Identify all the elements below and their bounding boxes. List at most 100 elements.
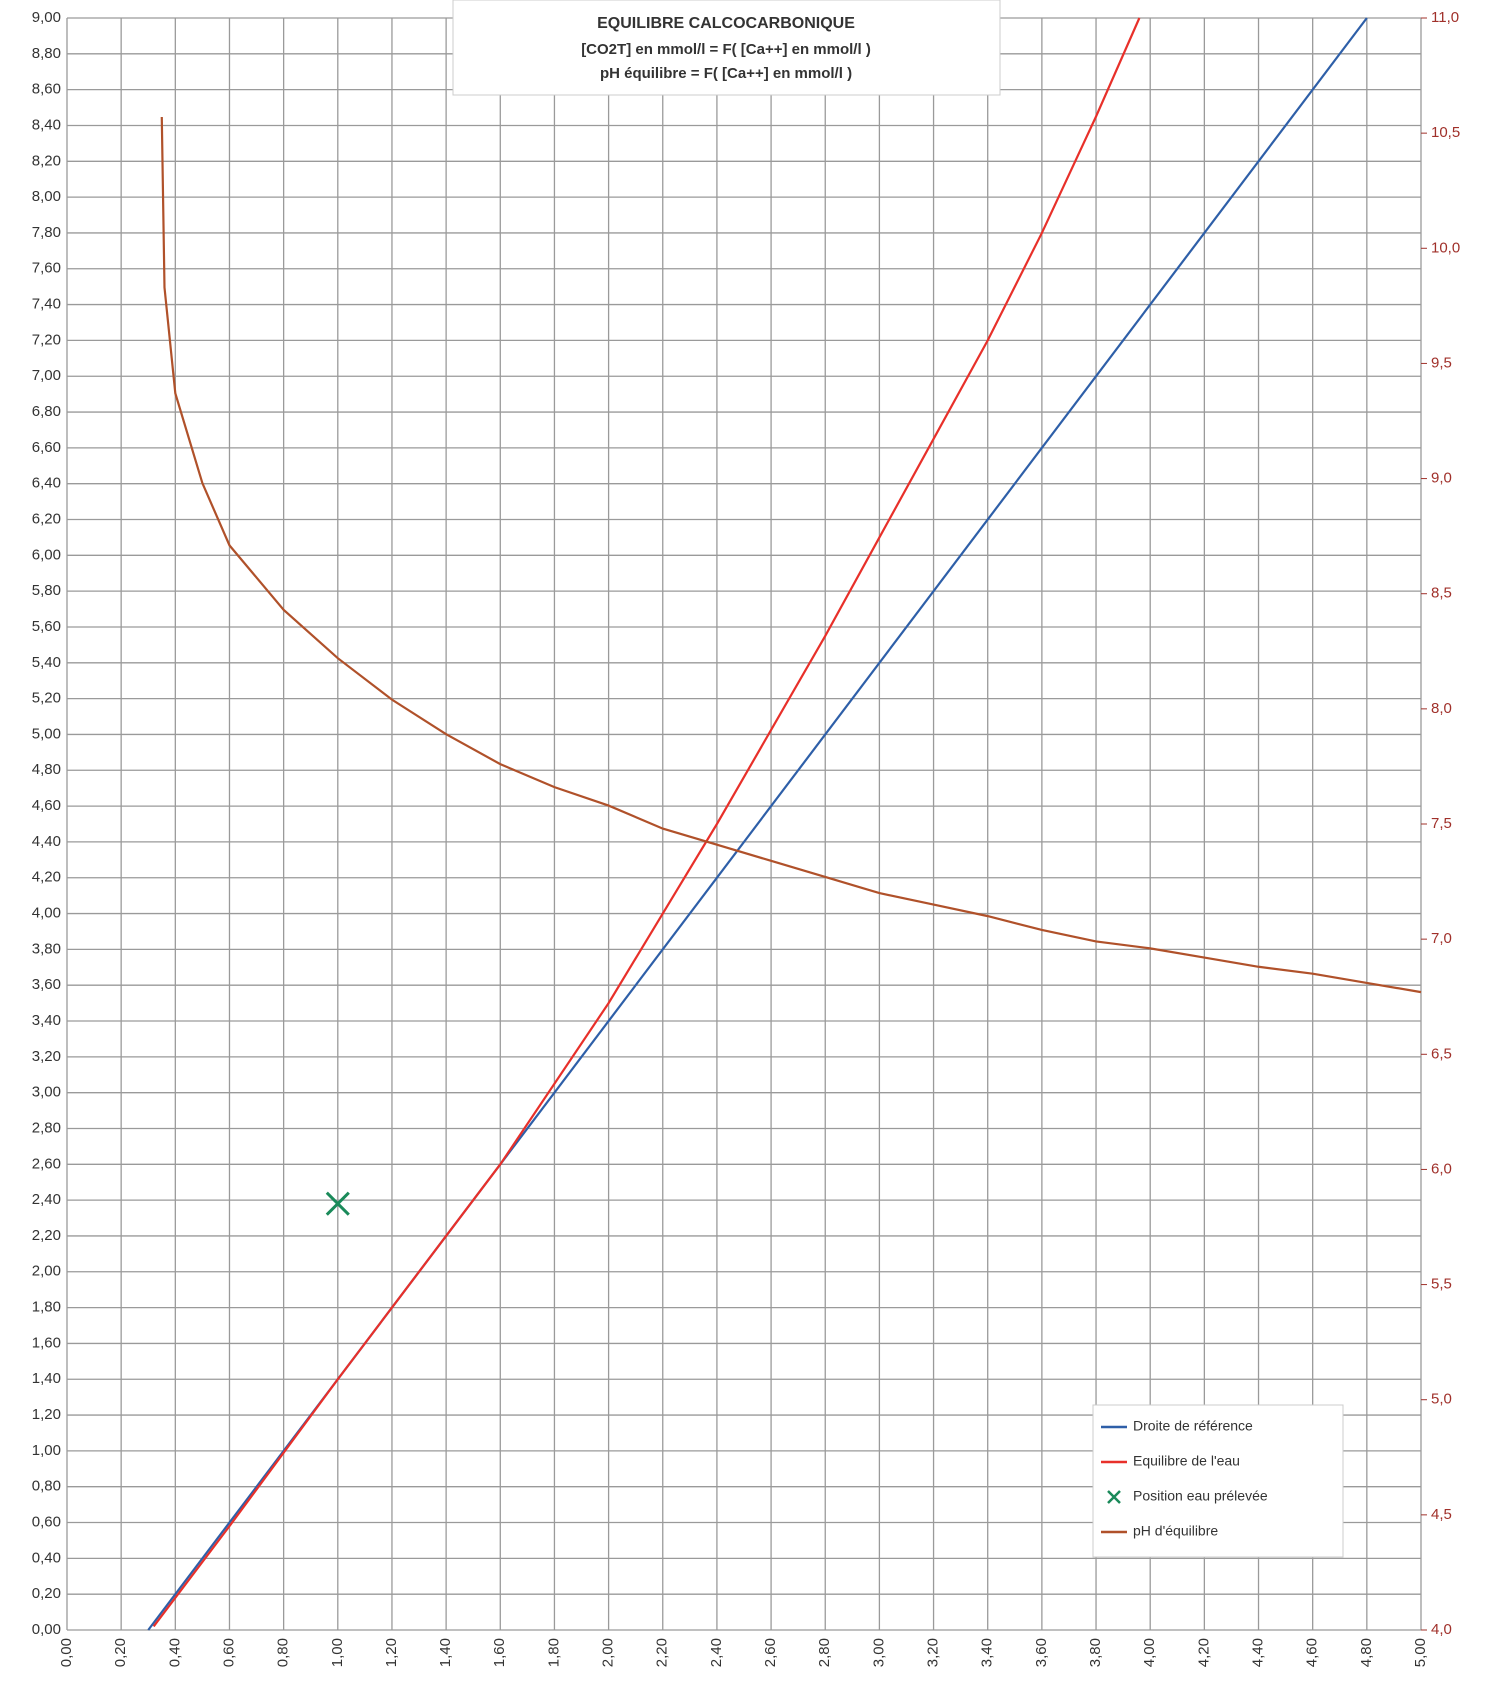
- chart-subtitle: [CO2T] en mmol/l = F( [Ca++] en mmol/l ): [581, 41, 871, 58]
- x-tick-label: 3,80: [1087, 1638, 1104, 1667]
- x-tick-label: 0,20: [112, 1638, 129, 1667]
- y2-tick-label: 4,0: [1431, 1621, 1452, 1638]
- x-tick-label: 0,80: [275, 1638, 292, 1667]
- y-tick-label: 7,20: [32, 331, 61, 348]
- legend-marker: [1107, 1490, 1121, 1504]
- y2-tick-label: 10,5: [1431, 124, 1460, 141]
- y2-tick-label: 11,0: [1431, 9, 1459, 26]
- y-tick-label: 9,00: [32, 9, 61, 26]
- y-tick-label: 0,40: [32, 1549, 61, 1566]
- y-tick-label: 4,20: [32, 869, 61, 886]
- y-tick-label: 5,20: [32, 690, 61, 707]
- y2-tick-label: 6,5: [1431, 1045, 1452, 1062]
- y-tick-label: 8,40: [32, 116, 61, 133]
- y-tick-label: 8,20: [32, 152, 61, 169]
- x-tick-label: 3,60: [1033, 1638, 1050, 1667]
- y2-tick-label: 6,0: [1431, 1160, 1452, 1177]
- x-tick-label: 4,40: [1249, 1638, 1266, 1667]
- y-tick-label: 1,80: [32, 1299, 61, 1316]
- y-tick-label: 6,40: [32, 475, 61, 492]
- legend-label: Droite de référence: [1133, 1418, 1253, 1434]
- y2-tick-label: 5,5: [1431, 1276, 1452, 1293]
- title-box: [452, 0, 1001, 96]
- x-tick-label: 2,20: [654, 1638, 671, 1667]
- y-tick-label: 4,60: [32, 797, 61, 814]
- y-tick-label: 0,00: [32, 1621, 61, 1638]
- y2-tick-label: 9,5: [1431, 354, 1452, 371]
- legend-box: [1092, 1404, 1344, 1558]
- x-tick-label: 4,00: [1141, 1638, 1158, 1667]
- y-tick-label: 3,80: [32, 940, 61, 957]
- x-tick-label: 3,00: [870, 1638, 887, 1667]
- y-tick-label: 1,20: [32, 1406, 61, 1423]
- x-tick-label: 3,40: [979, 1638, 996, 1667]
- y-tick-label: 7,40: [32, 296, 61, 313]
- x-tick-label: 2,60: [762, 1638, 779, 1667]
- y-tick-label: 8,80: [32, 45, 61, 62]
- y-tick-label: 6,00: [32, 546, 61, 563]
- chart-subtitle: pH équilibre = F( [Ca++] en mmol/l ): [600, 65, 852, 82]
- y2-tick-label: 7,0: [1431, 930, 1452, 947]
- y-tick-label: 5,00: [32, 725, 61, 742]
- y-tick-label: 1,00: [32, 1442, 61, 1459]
- y-tick-label: 6,60: [32, 439, 61, 456]
- y-tick-label: 2,00: [32, 1263, 61, 1280]
- y-tick-label: 4,40: [32, 833, 61, 850]
- y-tick-label: 3,60: [32, 976, 61, 993]
- x-tick-label: 0,00: [58, 1638, 75, 1667]
- y-tick-label: 0,60: [32, 1514, 61, 1531]
- x-tick-label: 4,20: [1195, 1638, 1212, 1667]
- y-tick-label: 7,60: [32, 260, 61, 277]
- y-tick-label: 8,00: [32, 188, 61, 205]
- legend-label: pH d'équilibre: [1133, 1523, 1218, 1539]
- y2-tick-label: 9,0: [1431, 470, 1452, 487]
- y-tick-label: 5,60: [32, 618, 61, 635]
- x-tick-label: 1,00: [329, 1638, 346, 1667]
- x-tick-label: 1,20: [383, 1638, 400, 1667]
- chart-title: EQUILIBRE CALCOCARBONIQUE: [597, 15, 855, 32]
- x-tick-label: 5,00: [1412, 1638, 1429, 1667]
- y-tick-label: 8,60: [32, 81, 61, 98]
- y2-tick-label: 5,0: [1431, 1391, 1452, 1408]
- y-tick-label: 6,20: [32, 510, 61, 527]
- y-tick-label: 7,00: [32, 367, 61, 384]
- y-tick-label: 4,00: [32, 905, 61, 922]
- y2-tick-label: 8,5: [1431, 585, 1452, 602]
- y-tick-label: 4,80: [32, 761, 61, 778]
- x-tick-label: 4,80: [1358, 1638, 1375, 1667]
- legend-label: Equilibre de l'eau: [1133, 1453, 1240, 1469]
- x-tick-label: 2,00: [600, 1638, 617, 1667]
- y-tick-label: 5,80: [32, 582, 61, 599]
- y2-tick-label: 7,5: [1431, 815, 1452, 832]
- y-tick-label: 5,40: [32, 654, 61, 671]
- series-line: [152, 17, 1141, 1628]
- y2-tick-label: 10,0: [1431, 239, 1460, 256]
- x-tick-label: 0,40: [166, 1638, 183, 1667]
- y-tick-label: 3,20: [32, 1048, 61, 1065]
- y-tick-label: 0,80: [32, 1478, 61, 1495]
- y2-tick-label: 4,5: [1431, 1506, 1452, 1523]
- marker: [325, 1191, 350, 1216]
- y-tick-label: 3,40: [32, 1012, 61, 1029]
- x-tick-label: 3,20: [925, 1638, 942, 1667]
- x-tick-label: 2,40: [708, 1638, 725, 1667]
- x-tick-label: 0,60: [220, 1638, 237, 1667]
- legend-label: Position eau prélevée: [1133, 1488, 1268, 1504]
- series-line: [160, 117, 1422, 994]
- y2-tick-label: 8,0: [1431, 700, 1452, 717]
- x-tick-label: 1,60: [491, 1638, 508, 1667]
- y-tick-label: 1,40: [32, 1370, 61, 1387]
- y-tick-label: 2,80: [32, 1119, 61, 1136]
- y-tick-label: 3,00: [32, 1084, 61, 1101]
- x-tick-label: 1,80: [545, 1638, 562, 1667]
- x-tick-label: 1,40: [437, 1638, 454, 1667]
- y-tick-label: 7,80: [32, 224, 61, 241]
- y-tick-label: 2,60: [32, 1155, 61, 1172]
- y-tick-label: 0,20: [32, 1585, 61, 1602]
- y-tick-label: 2,20: [32, 1227, 61, 1244]
- x-tick-label: 4,60: [1304, 1638, 1321, 1667]
- y-tick-label: 2,40: [32, 1191, 61, 1208]
- x-tick-label: 2,80: [816, 1638, 833, 1667]
